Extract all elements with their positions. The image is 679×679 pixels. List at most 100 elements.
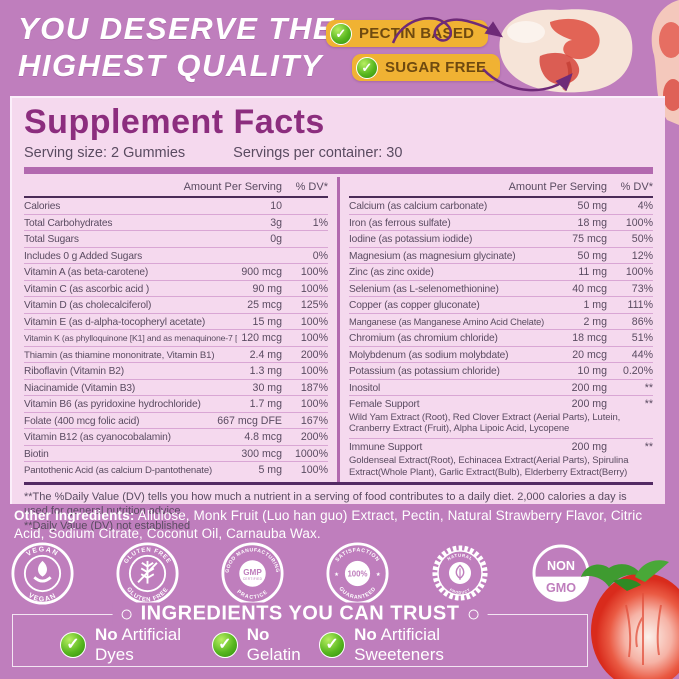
table-row: Vitamin E (as d-alpha-tocopheryl acetate… [24,314,328,330]
divider-bar [24,167,653,174]
seal-center-disc [344,560,371,586]
nutrient-dv: 4% [637,200,653,212]
nutrient-dv: 100% [300,282,328,295]
nutrient-amount: 200 mg [571,441,607,454]
nutrient-amount: 300 mcg [241,447,282,460]
leaf-hand-icon [33,560,52,582]
nutrient-name: Molybdenum (as sodium molybdate) [349,349,509,361]
nutrient-name: Vitamin A (as beta-carotene) [24,267,149,278]
seal-bottom-text: PRODUCT [449,588,471,595]
table-row: Niacinamide (Vitamin B3) 30 mg 187% [24,380,328,396]
nutrient-name: Biotin [24,448,49,460]
right-table-header: Amount Per Serving % DV* [349,177,653,198]
nutrient-amount: 50 mg [577,249,607,262]
strawberry-veins [625,593,662,665]
nutrient-amount: 20 mcg [572,348,607,361]
supplement-facts-panel: Supplement Facts Serving size: 2 Gummies… [10,96,665,532]
trust-item-text: Artificial Dyes [95,624,181,664]
gluten-free-seal: GLUTEN FREE GLUTEN FREE [116,541,179,605]
nutrient-amount: 4.8 mcg [244,431,282,443]
arrow-curl-icon [391,16,573,92]
trust-item-no: No [246,624,270,644]
dv-header: % DV* [295,181,328,193]
nutrient-dv: 100% [300,398,328,410]
headline: YOU DESERVE THE HIGHEST QUALITY [18,10,335,84]
gummy-edge-image [651,0,679,125]
nutrient-amount: 1.3 mg [249,365,282,377]
nutrient-sub-ingredients: Goldenseal Extract(Root), Echinacea Extr… [349,454,629,478]
nutrient-amount: 15 mg [252,315,282,328]
nutrient-amount: 18 mg [577,216,607,229]
nutrient-name: Vitamin C (as ascorbic acid ) [24,283,150,295]
table-row: Zinc (as zinc oxide) 11 mg 100% [349,264,653,281]
nutrient-dv: ** [644,381,653,394]
gmp-certified-text: CERTIFIED [243,576,263,580]
nutrient-dv: 111% [627,299,653,311]
dv-footnote-line1: **The %Daily Value (DV) tells you how mu… [24,490,627,518]
trust-title: INGREDIENTS YOU CAN TRUST [112,602,488,626]
sugar-free-label: SUGAR FREE [385,59,487,76]
table-row: Thiamin (as thiamine mononitrate, Vitami… [24,347,328,363]
table-row: Chromium (as chromium chloride) 18 mcg 5… [349,330,653,347]
nutrient-amount: 90 mg [252,282,282,295]
nutrient-name: Folate (400 mcg folic acid) [24,415,140,427]
nutrient-name: Copper (as copper gluconate) [349,300,480,311]
serving-size: Serving size: 2 Gummies [24,145,186,161]
certification-seals: VEGAN VEGAN GLUTEN FREE GLUTEN FREE [11,540,591,606]
nutrient-name: Pantothenic Acid (as calcium D-pantothen… [24,465,213,476]
nutrient-name: Magnesium (as magnesium glycinate) [349,250,516,262]
nutrient-amount: 25 mcg [247,299,282,311]
check-icon: ✓ [330,22,352,45]
leaf-icon [455,564,465,580]
other-ingredients: Other Ingredients: Allulose, Monk Fruit … [14,507,664,543]
nutrient-name: Vitamin B6 (as pyridoxine hydrochloride) [24,399,201,410]
trust-item-no: No [95,624,118,644]
nutrient-name: Thiamin (as thiamine mononitrate, Vitami… [24,349,215,361]
table-row: Includes 0 g Added Sugars 0% [24,248,328,264]
other-ingredients-label: Other Ingredients: [14,508,135,523]
nutrient-name: Female Support [349,399,420,410]
table-row: Iron (as ferrous sulfate) 18 mg 100% [349,215,653,231]
table-row: Vitamin B6 (as pyridoxine hydrochloride)… [24,396,328,413]
nutrient-amount: 40 mcg [572,282,607,295]
non-text: NON [547,559,575,573]
seal-bottom-text: VEGAN [27,592,57,603]
nutrient-amount: 1 mg [583,299,607,311]
nutrient-amount: 200 mg [571,398,607,410]
nutrient-amount: 2 mg [583,315,607,328]
check-icon: ✓ [319,631,346,658]
nutrient-dv: 200% [300,348,328,361]
table-row: Vitamin C (as ascorbic acid ) 90 mg 100% [24,281,328,297]
nutrient-amount: 667 mcg DFE [217,414,282,427]
nutrient-dv: 12% [631,249,653,262]
nutrient-name: Zinc (as zinc oxide) [349,267,434,278]
nutrient-dv: 100% [300,315,328,328]
table-row: Selenium (as L-selenomethionine) 40 mcg … [349,281,653,297]
serving-info: Serving size: 2 Gummies Servings per con… [24,145,653,161]
table-row: Calcium (as calcium carbonate) 50 mg 4% [349,198,653,215]
strawberry-leaves [581,560,669,591]
nutrient-name: Vitamin B12 (as cyanocobalamin) [24,432,171,443]
table-row: Female Support 200 mg ** Wild Yam Extrac… [349,396,653,440]
right-table-rows: Calcium (as calcium carbonate) 50 mg 4% … [349,198,653,482]
nutrient-dv: 100% [625,216,653,229]
trust-item: ✓ No Artificial Sweeteners [319,625,518,665]
supplement-facts-title: Supplement Facts [24,103,325,141]
svg-text:VEGAN: VEGAN [27,592,58,603]
nutrient-name: Iron (as ferrous sulfate) [349,217,451,229]
trust-item-no: No [354,624,377,644]
nutrient-name: Selenium (as L-selenomethionine) [349,283,499,295]
nutrient-amount: 3g [270,216,282,229]
nutrient-amount: 900 mcg [241,266,282,278]
nutrient-sub-ingredients: Wild Yam Extract (Root), Red Clover Extr… [349,411,621,435]
trust-item-text: Artificial Sweeteners [354,624,444,664]
other-ingredients-text: Allulose, Monk Fruit (Luo han guo) Extra… [14,508,643,542]
seal-bottom-text: GLUTEN FREE [125,586,169,603]
table-row: Pantothenic Acid (as calcium D-pantothen… [24,462,328,478]
nutrient-amount: 2.4 mg [249,348,282,361]
nutrient-dv: 100% [300,464,328,476]
svg-text:PRACTICE: PRACTICE [236,589,270,601]
nutrient-dv: 100% [300,332,328,344]
nutrient-dv: 125% [300,299,328,311]
nutrient-amount: 10 mg [577,365,607,377]
